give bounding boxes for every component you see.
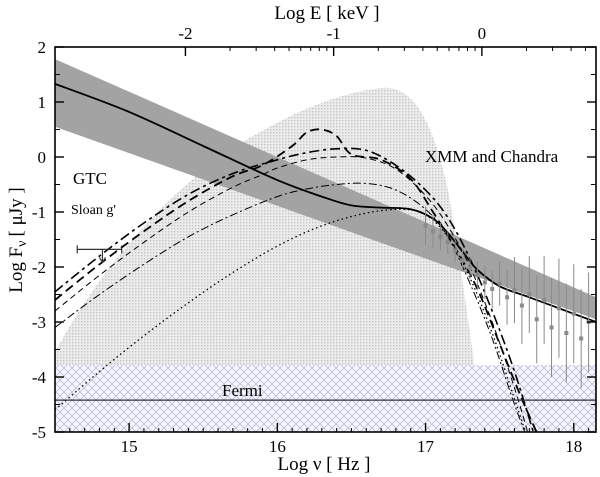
x-axis-title: Log ν [ Hz ]	[277, 454, 370, 475]
xray-point	[482, 280, 487, 285]
top-tick-label: 0	[478, 24, 487, 43]
series-line-4	[55, 156, 529, 432]
xray-point	[534, 317, 539, 322]
y-axis-title-unit: [ μJy ]	[6, 187, 27, 236]
xray-point	[497, 281, 502, 286]
xray-point	[542, 298, 547, 302]
y-axis-title: Log Fν [ μJy ]	[6, 187, 30, 293]
y-tick-label: -3	[32, 313, 46, 332]
y-tick-label: -2	[32, 258, 46, 277]
xray-point	[571, 311, 576, 316]
x-tick-label: 17	[417, 437, 435, 456]
x2-axis-title: Log E [ keV ]	[274, 3, 379, 24]
xray-point	[527, 292, 532, 297]
xray-point	[505, 295, 510, 300]
annotation-fermi: Fermi	[222, 381, 263, 400]
y-tick-label: 2	[38, 38, 47, 57]
top-tick-label: -1	[327, 24, 341, 43]
xray-point	[445, 240, 450, 245]
y-tick-label: 0	[38, 148, 47, 167]
xray-point	[453, 248, 458, 253]
xray-point	[549, 325, 554, 330]
y-tick-label: -1	[32, 203, 46, 222]
axis-ticks: 15 16 17 18 -5 -4 -3 -2 -1 0 1 2 -2 -1 0	[32, 24, 596, 456]
top-tick-label: -2	[178, 24, 192, 43]
xray-point	[468, 266, 473, 271]
y-tick-label: 1	[38, 93, 47, 112]
annotation-xmm-chandra: XMM and Chandra	[425, 147, 559, 166]
xray-point	[519, 303, 524, 308]
series-line-1	[55, 83, 596, 323]
power-law-uncertainty-band	[55, 59, 596, 320]
xray-point	[556, 306, 561, 311]
x-tick-label: 18	[565, 437, 582, 456]
series-line-3	[55, 147, 535, 432]
y-axis-title-sub: ν	[15, 240, 30, 246]
gtc-upper-limit	[76, 245, 123, 264]
xray-point	[438, 234, 443, 239]
xray-point	[512, 288, 517, 293]
y-tick-label: -5	[32, 423, 46, 442]
xray-point	[579, 336, 584, 341]
xray-point	[564, 331, 569, 335]
series-line-6	[55, 208, 527, 432]
thermal-envelope-region	[55, 87, 474, 432]
x-tick-label: 16	[269, 437, 286, 456]
xray-point	[460, 258, 465, 263]
y-tick-label: -4	[32, 368, 47, 387]
fermi-upper-limit-region	[55, 365, 596, 432]
series-line-5	[55, 182, 526, 432]
annotation-gtc: GTC	[73, 169, 107, 188]
annotation-sloan: Sloan g'	[71, 203, 116, 218]
y-axis-title-main: Log F	[6, 247, 27, 293]
xray-point	[475, 273, 480, 278]
xray-point	[490, 287, 495, 291]
x-tick-label: 15	[121, 437, 138, 456]
xray-point	[430, 229, 435, 234]
xray-point	[423, 223, 428, 228]
gtc-limit-arrow-head	[98, 257, 106, 264]
